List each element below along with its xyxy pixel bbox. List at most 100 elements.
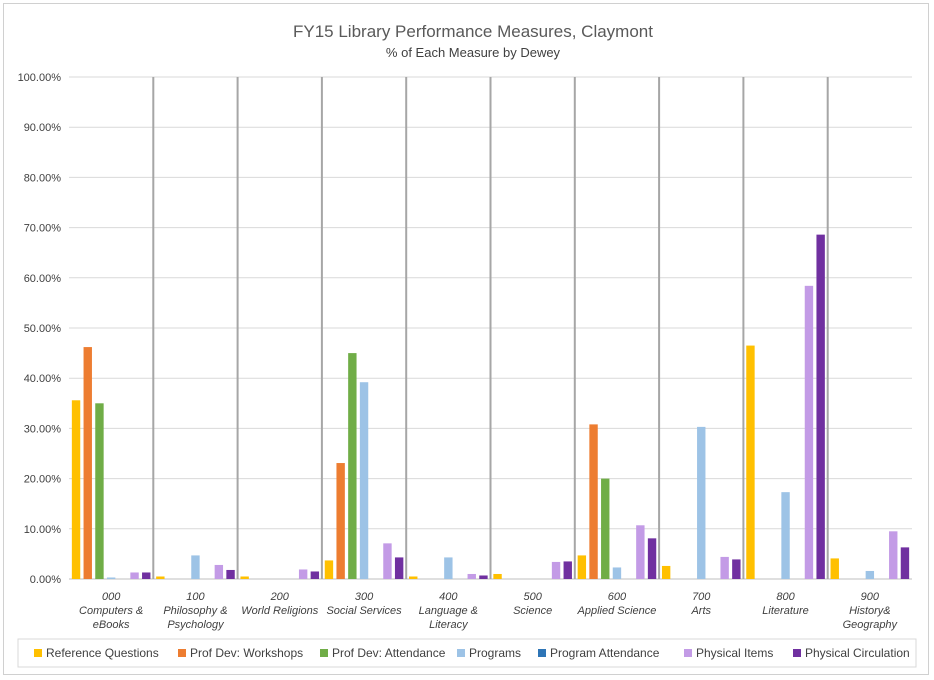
bar [95, 403, 104, 579]
bar [647, 538, 657, 579]
bar [359, 382, 369, 579]
bar [226, 569, 235, 579]
x-tick-label: World Religions [241, 605, 319, 617]
y-tick-label: 70.00% [24, 223, 62, 235]
y-axis: 0.00% 10.00% 20.00% 30.00% 40.00% 50.00% 60.00… [18, 72, 62, 586]
legend-swatch [538, 649, 546, 657]
chart-title: FY15 Library Performance Measures, Claym… [293, 22, 653, 41]
bar [589, 424, 598, 579]
bar [444, 557, 453, 579]
legend-swatch [34, 649, 42, 657]
x-tick-label: Social Services [326, 605, 402, 617]
y-tick-label: 30.00% [24, 423, 62, 435]
x-tick-label: 000 [102, 591, 121, 603]
legend-label: Physical Items [696, 646, 773, 660]
x-tick-label: Language & [419, 605, 478, 617]
bar [142, 572, 151, 579]
x-tick-label: Philosophy & [163, 605, 227, 617]
bar [336, 463, 345, 579]
x-tick-label: Literature [762, 605, 808, 617]
bar [746, 345, 755, 579]
legend-swatch [684, 649, 692, 657]
bar [551, 561, 561, 579]
bar [71, 400, 81, 579]
x-axis: 000 Computers & eBooks 100 Philosophy & Psych… [79, 591, 899, 631]
bar [479, 575, 488, 579]
x-tick-label: 400 [439, 591, 458, 603]
bar [83, 347, 92, 579]
bar-chart: FY15 Library Performance Measures, Claym… [17, 22, 917, 668]
legend-label: Prof Dev: Attendance [332, 646, 446, 660]
x-tick-label: 700 [692, 591, 711, 603]
bar [191, 555, 200, 579]
legend-box [17, 638, 917, 668]
y-tick-label: 100.00% [18, 72, 62, 84]
x-tick-label: 800 [776, 591, 795, 603]
legend-label: Prof Dev: Workshops [190, 646, 303, 660]
y-tick-label: 10.00% [24, 524, 62, 536]
bar [830, 558, 839, 579]
legend-label: Physical Circulation [805, 646, 910, 660]
bar [612, 567, 622, 579]
legend-label: Program Attendance [550, 646, 660, 660]
x-tick-label: Science [513, 605, 552, 617]
bar [577, 555, 587, 579]
chart-subtitle: % of Each Measure by Dewey [386, 45, 561, 60]
bar [816, 234, 825, 580]
bar [130, 572, 139, 579]
legend-label: Programs [469, 646, 521, 660]
bar [697, 426, 706, 579]
bar [310, 571, 320, 579]
y-tick-label: 20.00% [24, 474, 62, 486]
bar [156, 576, 165, 579]
bar [804, 285, 814, 579]
legend-swatch [457, 649, 465, 657]
bar [214, 564, 224, 579]
bar [889, 531, 898, 579]
bar [563, 561, 572, 579]
bar [661, 565, 671, 579]
legend-swatch [793, 649, 801, 657]
bar [106, 577, 116, 579]
bar [394, 557, 404, 579]
y-tick-label: 50.00% [24, 323, 62, 335]
bar [409, 576, 418, 579]
x-tick-label: Geography [843, 619, 899, 631]
legend-label: Reference Questions [46, 646, 159, 660]
legend-swatch [320, 649, 328, 657]
y-tick-label: 80.00% [24, 172, 62, 184]
x-tick-label: eBooks [93, 619, 130, 631]
bar [601, 478, 610, 579]
legend: Reference Questions Prof Dev: Workshops Pr… [17, 638, 917, 668]
bars [71, 234, 910, 580]
bar [324, 560, 334, 579]
x-tick-label: Literacy [429, 619, 469, 631]
x-tick-label: 600 [608, 591, 627, 603]
bar [348, 353, 357, 579]
bar [636, 525, 645, 579]
bar [900, 547, 910, 579]
x-tick-label: Computers & [79, 605, 143, 617]
bar [720, 556, 729, 579]
bar [732, 559, 741, 579]
x-tick-label: History& [849, 605, 891, 617]
x-tick-label: 100 [186, 591, 205, 603]
legend-swatch [178, 649, 186, 657]
y-tick-label: 0.00% [30, 574, 61, 586]
x-tick-label: Arts [690, 605, 711, 617]
bar [298, 569, 308, 579]
x-tick-label: 200 [270, 591, 290, 603]
x-tick-label: 900 [861, 591, 880, 603]
bar [467, 573, 476, 579]
y-tick-label: 90.00% [24, 122, 62, 134]
x-tick-label: 500 [523, 591, 542, 603]
x-tick-label: Applied Science [577, 605, 657, 617]
bar [383, 543, 392, 579]
bar [493, 573, 502, 579]
bar [240, 576, 249, 579]
x-tick-label: Psychology [167, 619, 225, 631]
x-tick-label: 300 [355, 591, 374, 603]
category-separators [152, 77, 829, 579]
y-tick-label: 60.00% [24, 273, 62, 285]
bar [781, 492, 790, 579]
